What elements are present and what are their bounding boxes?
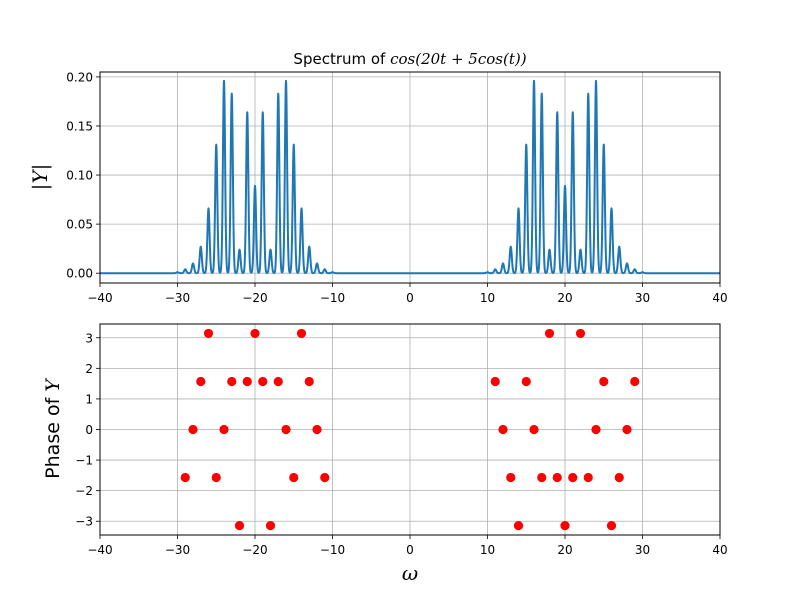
phase-x-tick-label: 30 <box>635 543 650 557</box>
phase-point <box>591 424 601 435</box>
magnitude-x-tick-label: 10 <box>480 291 495 305</box>
phase-point <box>583 472 593 483</box>
phase-point <box>614 472 624 483</box>
magnitude-x-tick-label: 30 <box>635 291 650 305</box>
phase-x-tick-label: 0 <box>406 543 414 557</box>
magnitude-ticks: −40 −30 −20 −10 0 10 20 30 40 0.00 0.05 0.10 0.15 0.2… <box>66 70 727 305</box>
phase-point <box>312 424 322 435</box>
phase-point <box>234 520 245 531</box>
phase-point <box>529 424 539 435</box>
phase-point <box>304 376 314 387</box>
phase-y-axis-label-prefix: Phase of <box>42 392 64 479</box>
magnitude-line <box>99 79 721 275</box>
magnitude-plot: −40 −30 −20 −10 0 10 20 30 40 0.00 0.05 0.10 0.15 0.2… <box>28 50 728 305</box>
phase-point <box>211 472 221 483</box>
magnitude-x-tick-label: −40 <box>87 291 112 305</box>
phase-point <box>227 376 237 387</box>
magnitude-y-tick-label: 0.00 <box>66 267 93 281</box>
phase-point <box>560 520 570 531</box>
phase-x-tick-label: −30 <box>165 543 190 557</box>
phase-point <box>203 328 214 339</box>
phase-point <box>289 472 299 483</box>
magnitude-x-tick-label: −20 <box>242 291 267 305</box>
phase-point <box>273 376 283 387</box>
magnitude-y-axis-label: |Y| <box>28 164 53 191</box>
phase-y-tick-label: −3 <box>75 515 93 529</box>
chart-title-math: cos(20t + 5cos(t)) <box>390 50 527 68</box>
phase-point <box>537 472 547 483</box>
phase-point <box>544 328 555 339</box>
phase-y-tick-label: 1 <box>85 392 93 406</box>
phase-grid <box>99 324 721 535</box>
phase-y-tick-label: −2 <box>75 484 93 498</box>
magnitude-grid <box>99 72 721 283</box>
phase-point <box>599 376 609 387</box>
phase-x-tick-label: −10 <box>320 543 345 557</box>
phase-point <box>575 328 586 339</box>
phase-x-tick-label: 40 <box>712 543 727 557</box>
phase-point <box>196 376 206 387</box>
phase-point <box>490 376 500 387</box>
phase-y-tick-label: 0 <box>85 423 93 437</box>
phase-y-tick-label: 2 <box>85 362 93 376</box>
phase-point <box>219 424 229 435</box>
phase-point <box>265 520 276 531</box>
phase-point <box>180 472 190 483</box>
magnitude-y-tick-label: 0.10 <box>66 169 93 183</box>
phase-point <box>281 424 291 435</box>
magnitude-x-tick-label: 20 <box>557 291 572 305</box>
phase-point <box>320 472 330 483</box>
phase-point <box>506 472 516 483</box>
phase-series <box>180 328 640 531</box>
phase-x-tick-label: 20 <box>557 543 572 557</box>
magnitude-x-tick-label: −30 <box>165 291 190 305</box>
phase-x-tick-label: −20 <box>242 543 267 557</box>
magnitude-x-tick-label: 40 <box>712 291 727 305</box>
magnitude-x-tick-label: 0 <box>406 291 414 305</box>
phase-x-tick-label: −40 <box>87 543 112 557</box>
chart-title-prefix: Spectrum of <box>293 50 390 68</box>
phase-point <box>250 328 260 339</box>
phase-point <box>568 472 578 483</box>
phase-x-tick-label: 10 <box>480 543 495 557</box>
phase-point <box>498 424 508 435</box>
phase-y-tick-label: −1 <box>75 454 93 468</box>
phase-y-axis-label: Phase of Y <box>42 377 64 479</box>
phase-point <box>188 424 198 435</box>
magnitude-y-tick-label: 0.20 <box>66 70 93 84</box>
magnitude-y-tick-label: 0.15 <box>66 119 93 133</box>
chart-title: Spectrum of cos(20t + 5cos(t)) <box>293 50 526 68</box>
phase-point <box>242 376 252 387</box>
phase-x-axis-label: ω <box>402 561 418 585</box>
phase-y-tick-label: 3 <box>85 331 93 345</box>
phase-point <box>258 376 268 387</box>
phase-y-axis-label-math: Y <box>42 377 64 392</box>
phase-point <box>552 472 562 483</box>
phase-point <box>606 520 617 531</box>
magnitude-y-tick-label: 0.05 <box>66 218 93 232</box>
magnitude-x-tick-label: −10 <box>320 291 345 305</box>
phase-point <box>513 520 524 531</box>
phase-point <box>521 376 531 387</box>
magnitude-series <box>99 79 721 275</box>
phase-point <box>630 376 640 387</box>
phase-point <box>296 328 307 339</box>
phase-point <box>622 424 632 435</box>
